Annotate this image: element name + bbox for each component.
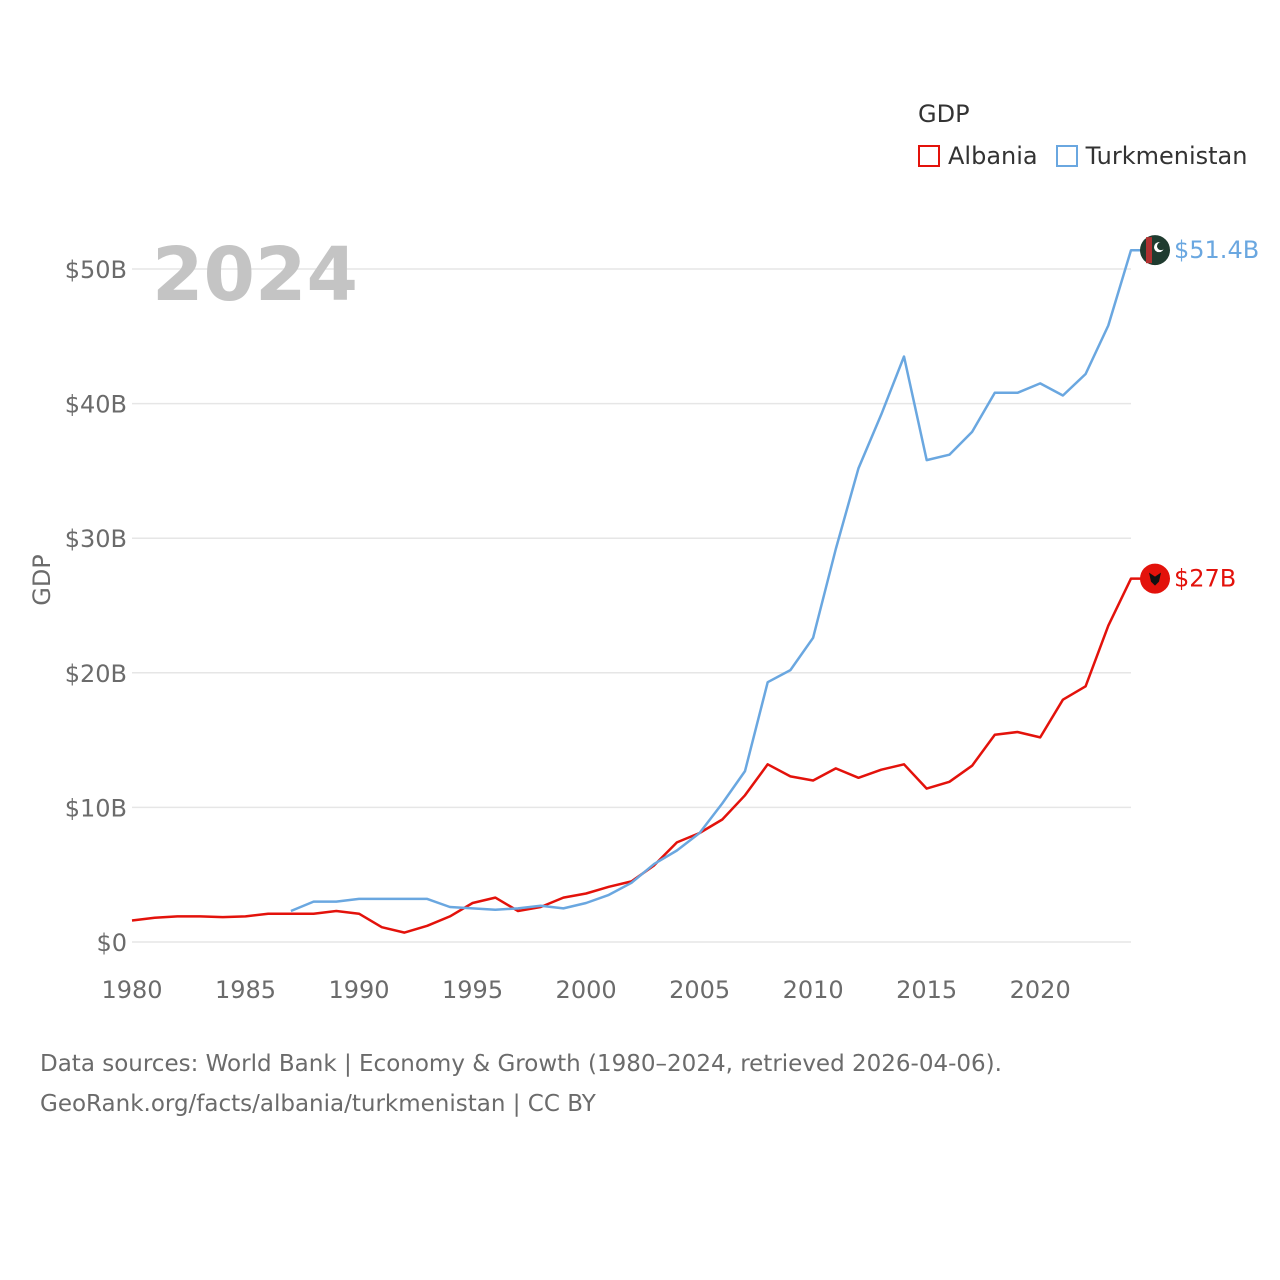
source-line-2[interactable]: GeoRank.org/facts/albania/turkmenistan |… <box>40 1091 596 1117</box>
x-tick-label-6: 2010 <box>783 976 844 1004</box>
legend-item-albania[interactable]: Albania <box>918 142 1038 170</box>
y-tick-label-1: $10B <box>65 794 127 822</box>
source-line-1: Data sources: World Bank | Economy & Gro… <box>40 1051 1002 1077</box>
y-tick-label-3: $30B <box>65 525 127 553</box>
x-axis-ticks: 1980 1985 1990 1995 2000 2005 2010 2015 2020 <box>101 976 1070 1004</box>
y-tick-label-0: $0 <box>96 929 127 957</box>
x-tick-label-4: 2000 <box>556 976 617 1004</box>
crescent-cut-icon <box>1157 242 1165 251</box>
x-tick-label-3: 1995 <box>442 976 503 1004</box>
series-line-albania <box>131 577 1155 934</box>
x-tick-label-1: 1985 <box>215 976 276 1004</box>
end-markers: $27B $51.4B <box>1140 235 1259 594</box>
end-value-label-albania: $27B <box>1174 565 1236 593</box>
x-tick-label-8: 2020 <box>1010 976 1071 1004</box>
eagle-icon <box>1149 572 1161 586</box>
series-group <box>131 248 1155 934</box>
y-tick-label-5: $50B <box>65 256 127 284</box>
series-line-turkmenistan <box>290 248 1155 913</box>
end-value-label-turkmenistan: $51.4B <box>1174 236 1259 264</box>
legend-swatch-turkmenistan <box>1055 145 1078 167</box>
y-axis-label: GDP <box>28 554 56 606</box>
x-tick-label-5: 2005 <box>669 976 730 1004</box>
y-axis-ticks: $0 $10B $20B $30B $40B $50B <box>65 256 127 957</box>
y-tick-label-4: $40B <box>65 391 127 419</box>
legend: Albania Turkmenistan <box>918 142 1265 170</box>
grid-lines <box>132 268 1131 943</box>
legend-item-turkmenistan[interactable]: Turkmenistan <box>1055 142 1248 170</box>
y-tick-label-2: $20B <box>65 660 127 688</box>
legend-label-albania: Albania <box>948 142 1038 170</box>
source-note: Data sources: World Bank | Economy & Gro… <box>40 1044 1002 1124</box>
x-tick-label-2: 1990 <box>329 976 390 1004</box>
x-tick-label-7: 2015 <box>896 976 957 1004</box>
legend-swatch-albania <box>918 145 940 167</box>
legend-label-turkmenistan: Turkmenistan <box>1085 142 1248 170</box>
year-label: 2024 <box>152 232 358 318</box>
x-tick-label-0: 1980 <box>101 976 162 1004</box>
legend-title: GDP <box>918 100 970 128</box>
carpet-stripe-icon <box>1146 237 1152 264</box>
